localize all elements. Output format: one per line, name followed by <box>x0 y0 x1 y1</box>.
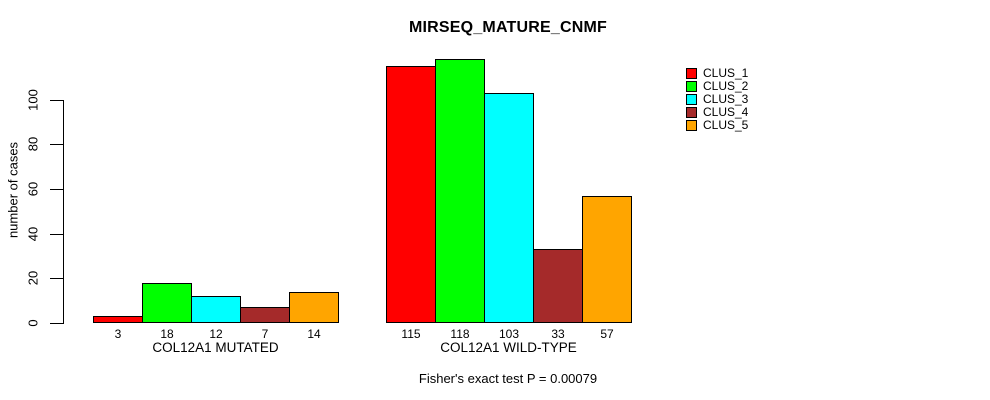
bar-clus_5-1 <box>289 292 339 323</box>
bar-clus_1-1 <box>93 316 143 323</box>
y-axis-tick <box>50 278 63 279</box>
legend-swatch-icon <box>686 107 697 118</box>
bar-clus_1-2 <box>386 66 436 323</box>
bar-clus_4-1 <box>240 307 290 323</box>
y-axis-tick <box>50 100 63 101</box>
legend-label: CLUS_4 <box>703 105 749 119</box>
y-axis-tick-label: 40 <box>25 226 41 242</box>
y-axis-tick-label: 20 <box>25 270 41 286</box>
legend-item-clus_1: CLUS_1 <box>686 67 748 80</box>
bar-clus_3-1 <box>191 296 241 323</box>
legend-swatch-icon <box>686 81 697 92</box>
bar-value-label: 18 <box>160 327 174 341</box>
legend-label: CLUS_3 <box>703 92 749 106</box>
fisher-test-annotation: Fisher's exact test P = 0.00079 <box>418 371 598 386</box>
y-axis-tick <box>50 234 63 235</box>
bar-value-label: 3 <box>114 327 122 341</box>
bar-value-label: 103 <box>498 327 520 341</box>
y-axis-tick <box>50 144 63 145</box>
bar-clus_2-1 <box>142 283 192 323</box>
group-label-1: COL12A1 MUTATED <box>152 340 279 355</box>
y-axis-label: number of cases <box>5 141 21 239</box>
bar-clus_3-2 <box>484 93 534 323</box>
y-axis-tick-label: 60 <box>25 181 41 197</box>
bar-clus_4-2 <box>533 249 583 323</box>
legend-item-clus_2: CLUS_2 <box>686 80 748 93</box>
y-axis-tick-label: 0 <box>25 319 41 327</box>
y-axis-tick-label: 100 <box>25 89 41 111</box>
y-axis-tick <box>50 323 63 324</box>
bar-value-label: 118 <box>450 327 470 341</box>
bar-value-label: 7 <box>261 327 269 341</box>
legend-item-clus_4: CLUS_4 <box>686 106 748 119</box>
chart-title: MIRSEQ_MATURE_CNMF <box>409 19 607 36</box>
bar-value-label: 115 <box>401 327 421 341</box>
bar-clus_5-2 <box>582 196 632 323</box>
legend-item-clus_3: CLUS_3 <box>686 93 748 106</box>
legend-swatch-icon <box>686 94 697 105</box>
bar-value-label: 12 <box>209 327 223 341</box>
bar-value-label: 57 <box>600 327 614 341</box>
bar-clus_2-2 <box>435 59 485 323</box>
bar-value-label: 33 <box>551 327 565 341</box>
legend-item-clus_5: CLUS_5 <box>686 119 748 132</box>
legend-label: CLUS_2 <box>703 79 749 93</box>
group-label-2: COL12A1 WILD-TYPE <box>440 340 577 355</box>
bar-value-label: 14 <box>307 327 321 341</box>
y-axis-line <box>63 100 64 324</box>
legend-label: CLUS_1 <box>703 66 749 80</box>
legend-label: CLUS_5 <box>703 118 749 132</box>
y-axis-tick-label: 80 <box>25 136 41 152</box>
legend-swatch-icon <box>686 120 697 131</box>
y-axis-tick <box>50 189 63 190</box>
legend-swatch-icon <box>686 68 697 79</box>
